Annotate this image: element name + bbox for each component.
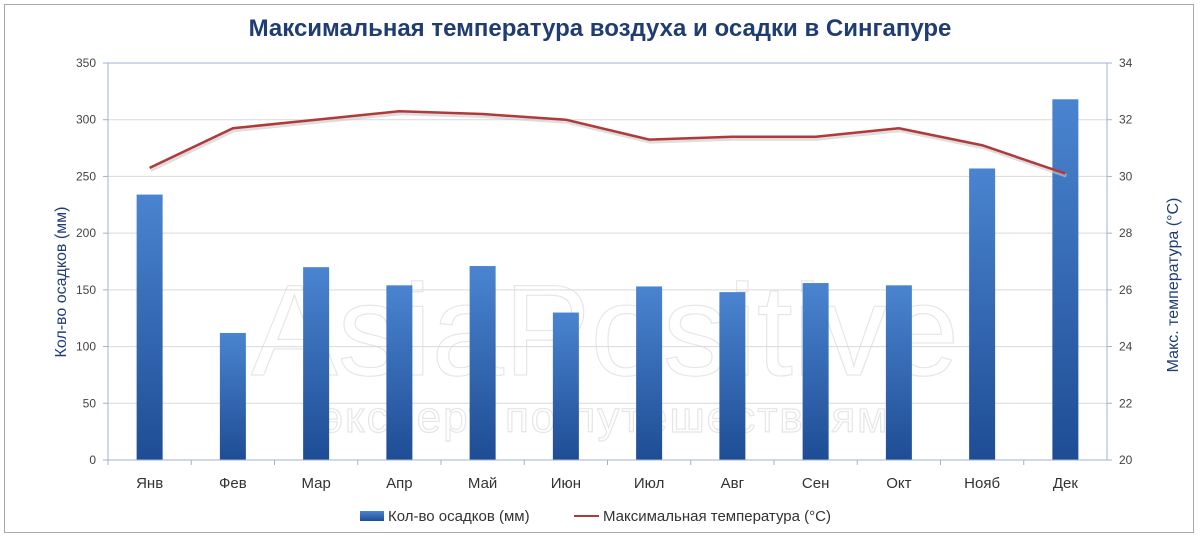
y2-tick-label: 34 xyxy=(1119,56,1133,70)
category-label: Июн xyxy=(551,475,581,492)
bars xyxy=(136,99,1079,460)
bar xyxy=(802,283,829,460)
left-axis-ticks: 0 50 100 150 200 250 300 350 xyxy=(76,56,108,467)
y-tick-label: 300 xyxy=(76,113,96,127)
y2-tick-label: 24 xyxy=(1119,340,1133,354)
temperature-line xyxy=(149,109,1066,175)
y-tick-label: 150 xyxy=(76,283,96,297)
chart-frame xyxy=(4,4,1194,533)
category-label: Окт xyxy=(886,475,911,492)
bar xyxy=(303,267,330,460)
legend: Кол-во осадков (мм) Максимальная темпера… xyxy=(360,508,831,525)
category-label: Дек xyxy=(1053,475,1079,492)
bar xyxy=(969,168,996,460)
legend-bar-label: Кол-во осадков (мм) xyxy=(388,508,530,525)
legend-bar-swatch xyxy=(360,511,384,521)
bar xyxy=(386,285,413,460)
y2-tick-label: 32 xyxy=(1119,113,1133,127)
category-labels: Янв Фев Мар Апр Май Июн Июл Авг Сен Окт Нояб Дек xyxy=(107,460,1079,492)
watermark-brand: AsiaPositive xyxy=(251,257,959,403)
y-tick-label: 0 xyxy=(89,453,96,467)
category-label: Нояб xyxy=(964,475,1000,492)
legend-line-label: Максимальная температура (°С) xyxy=(603,508,831,525)
y-axis-title: Кол-во осадков (мм) xyxy=(53,206,70,357)
grid-lines xyxy=(108,119,1107,404)
temperature-line-shadow xyxy=(149,111,1068,178)
y2-tick-label: 26 xyxy=(1119,283,1133,297)
bar xyxy=(469,266,496,460)
category-label: Мар xyxy=(301,475,330,492)
right-axis-ticks: 20 22 24 26 28 30 32 34 xyxy=(1107,56,1133,467)
y2-axis-title: Макс. температура (°С) xyxy=(1165,198,1182,373)
chart-title: Максимальная температура воздуха и осадк… xyxy=(249,15,952,42)
watermark: AsiaPositive эксперт по путешествиям xyxy=(250,256,959,442)
y-tick-label: 100 xyxy=(76,340,96,354)
watermark-tagline: эксперт по путешествиям xyxy=(321,393,890,442)
bar xyxy=(136,194,163,460)
bar xyxy=(636,286,663,460)
y2-tick-label: 20 xyxy=(1119,453,1133,467)
y-tick-label: 50 xyxy=(83,396,97,410)
y-tick-label: 200 xyxy=(76,226,96,240)
bar xyxy=(219,332,246,460)
temperature-line-group xyxy=(149,109,1068,178)
category-label: Янв xyxy=(136,475,163,492)
bar xyxy=(1052,99,1079,460)
y2-tick-label: 28 xyxy=(1119,226,1133,240)
bar xyxy=(719,292,746,460)
bar xyxy=(552,312,579,460)
y-tick-label: 250 xyxy=(76,169,96,183)
category-label: Сен xyxy=(802,475,829,492)
category-label: Апр xyxy=(386,475,412,492)
category-label: Фев xyxy=(219,475,247,492)
bar xyxy=(885,285,912,460)
y2-tick-label: 22 xyxy=(1119,396,1133,410)
category-label: Май xyxy=(468,475,497,492)
y2-tick-label: 30 xyxy=(1119,169,1133,183)
y-tick-label: 350 xyxy=(76,56,96,70)
category-label: Авг xyxy=(721,475,745,492)
category-label: Июл xyxy=(634,475,664,492)
